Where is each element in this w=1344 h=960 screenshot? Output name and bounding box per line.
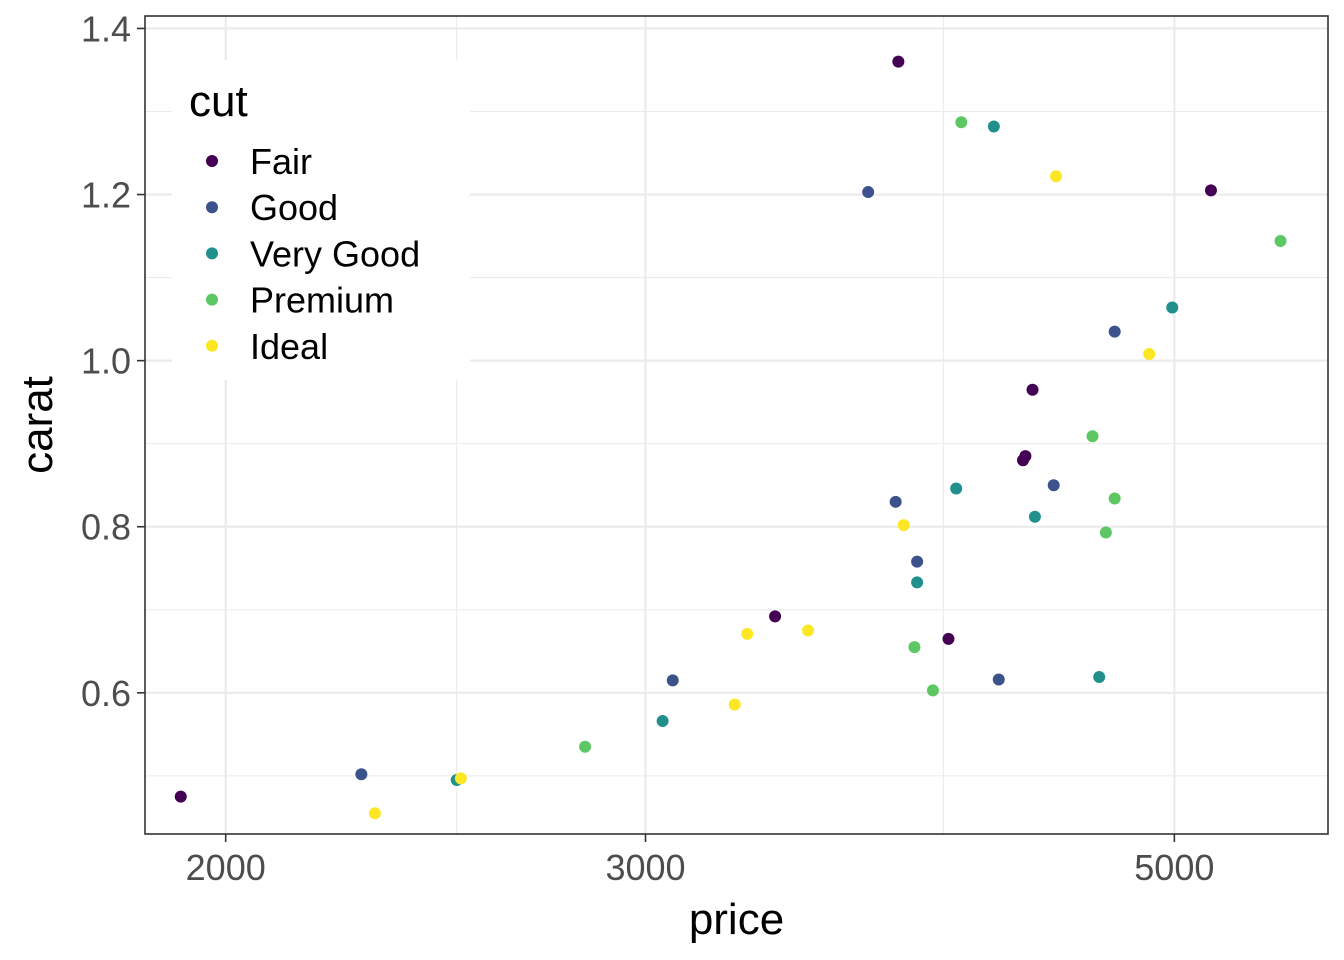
legend-key-good	[206, 201, 218, 214]
legend-label-good: Good	[250, 187, 338, 228]
point-very-good	[1028, 510, 1041, 523]
point-fair	[942, 632, 955, 645]
point-premium	[579, 740, 592, 753]
point-fair	[1019, 450, 1032, 463]
point-premium	[1099, 526, 1112, 539]
point-good	[911, 555, 924, 568]
x-tick-label: 3000	[605, 847, 685, 888]
point-good	[1108, 325, 1121, 338]
point-premium	[955, 116, 968, 129]
point-ideal	[1050, 170, 1063, 183]
point-premium	[1086, 430, 1099, 443]
data-points	[174, 55, 1287, 820]
axis-ticks: 2000 3000 5000 0.6 0.8 1.0 1.2 1.4	[81, 8, 1214, 888]
point-premium	[1274, 235, 1287, 248]
point-very-good	[911, 576, 924, 589]
point-ideal	[454, 772, 467, 785]
point-good	[862, 186, 875, 199]
point-ideal	[802, 624, 815, 637]
point-ideal	[897, 519, 910, 532]
legend: cut Fair Good Very Good Premium Ideal	[172, 60, 470, 380]
x-axis-title: price	[689, 895, 784, 944]
legend-key-very-good	[206, 247, 218, 260]
plot-panel-border	[144, 15, 1329, 835]
point-good	[992, 673, 1005, 686]
y-axis-title: carat	[13, 376, 62, 474]
legend-key-premium	[206, 293, 218, 306]
point-fair	[1026, 383, 1039, 396]
point-good	[1047, 479, 1060, 492]
point-premium	[926, 684, 939, 697]
legend-label-ideal: Ideal	[250, 326, 328, 367]
legend-key-fair	[206, 155, 218, 167]
y-tick-label: 1.2	[81, 175, 131, 216]
point-ideal	[728, 698, 741, 711]
legend-label-premium: Premium	[250, 280, 394, 321]
legend-label-very-good: Very Good	[250, 233, 420, 274]
point-good	[355, 768, 368, 781]
x-tick-label: 5000	[1134, 847, 1214, 888]
point-very-good	[1093, 671, 1106, 684]
point-very-good	[950, 482, 963, 495]
legend-background	[172, 60, 470, 380]
legend-label-fair: Fair	[250, 141, 312, 182]
point-very-good	[1166, 301, 1179, 314]
y-tick-label: 0.6	[81, 673, 131, 714]
point-premium	[1108, 492, 1121, 505]
point-good	[889, 495, 902, 508]
legend-key-ideal	[206, 339, 218, 352]
point-very-good	[987, 120, 1000, 133]
y-tick-label: 1.0	[81, 341, 131, 382]
point-fair	[1204, 184, 1217, 197]
point-very-good	[656, 715, 669, 728]
legend-items: Fair Good Very Good Premium Ideal	[206, 141, 420, 367]
y-tick-label: 0.8	[81, 507, 131, 548]
point-fair	[174, 790, 187, 803]
point-ideal	[741, 627, 754, 640]
legend-title: cut	[189, 77, 248, 126]
y-tick-label: 1.4	[81, 8, 131, 49]
point-good	[666, 674, 679, 687]
point-ideal	[368, 807, 381, 820]
point-fair	[892, 55, 905, 68]
point-premium	[908, 641, 921, 654]
x-tick-label: 2000	[186, 847, 266, 888]
point-ideal	[1143, 347, 1156, 360]
point-fair	[769, 610, 782, 623]
